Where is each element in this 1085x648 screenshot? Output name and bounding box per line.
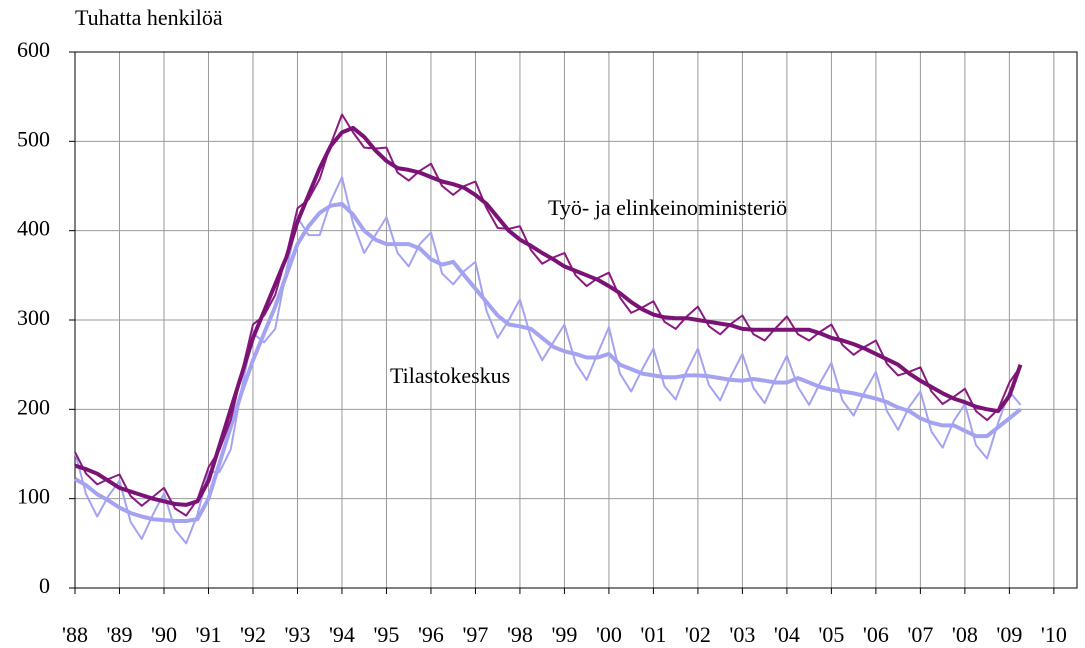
x-tick-label: '93 [284,622,310,647]
x-tick-label: '98 [507,622,533,647]
x-tick-label: '96 [418,622,444,647]
series-line [74,201,1022,523]
series-line [74,125,1023,507]
x-tick-label: '89 [107,622,133,647]
x-tick-label: '90 [151,622,177,647]
x-tick-label: '03 [729,622,755,647]
x-tick-label: '05 [818,622,844,647]
y-tick-label: 200 [17,394,50,419]
x-tick-label: '92 [240,622,266,647]
x-tick-label: '08 [952,622,978,647]
series-line [74,176,1022,545]
x-tick-label: '09 [996,622,1022,647]
x-tick-label: '10 [1041,622,1067,647]
y-axis-label: Tuhatta henkilöä [75,5,223,30]
x-tick-label: '99 [551,622,577,647]
y-tick-label: 400 [17,216,50,241]
x-tick-label: '04 [774,622,800,647]
x-tick-label: '97 [462,622,488,647]
y-tick-label: 300 [17,305,50,330]
x-tick-label: '01 [640,622,666,647]
annotation: Työ- ja elinkeinoministeriö [548,195,787,220]
annotation: Tilastokeskus [390,363,510,388]
x-tick-label: '06 [863,622,889,647]
x-tick-label: '07 [907,622,933,647]
y-tick-label: 100 [17,484,50,509]
x-tick-label: '02 [685,622,711,647]
x-tick-label: '91 [195,622,221,647]
y-tick-label: 0 [39,573,50,598]
y-tick-label: 600 [17,37,50,62]
x-tick-label: '88 [62,622,88,647]
x-tick-label: '00 [596,622,622,647]
plot-frame [74,51,1078,589]
x-tick-label: '95 [373,622,399,647]
x-tick-label: '94 [329,622,355,647]
y-tick-label: 500 [17,126,50,151]
